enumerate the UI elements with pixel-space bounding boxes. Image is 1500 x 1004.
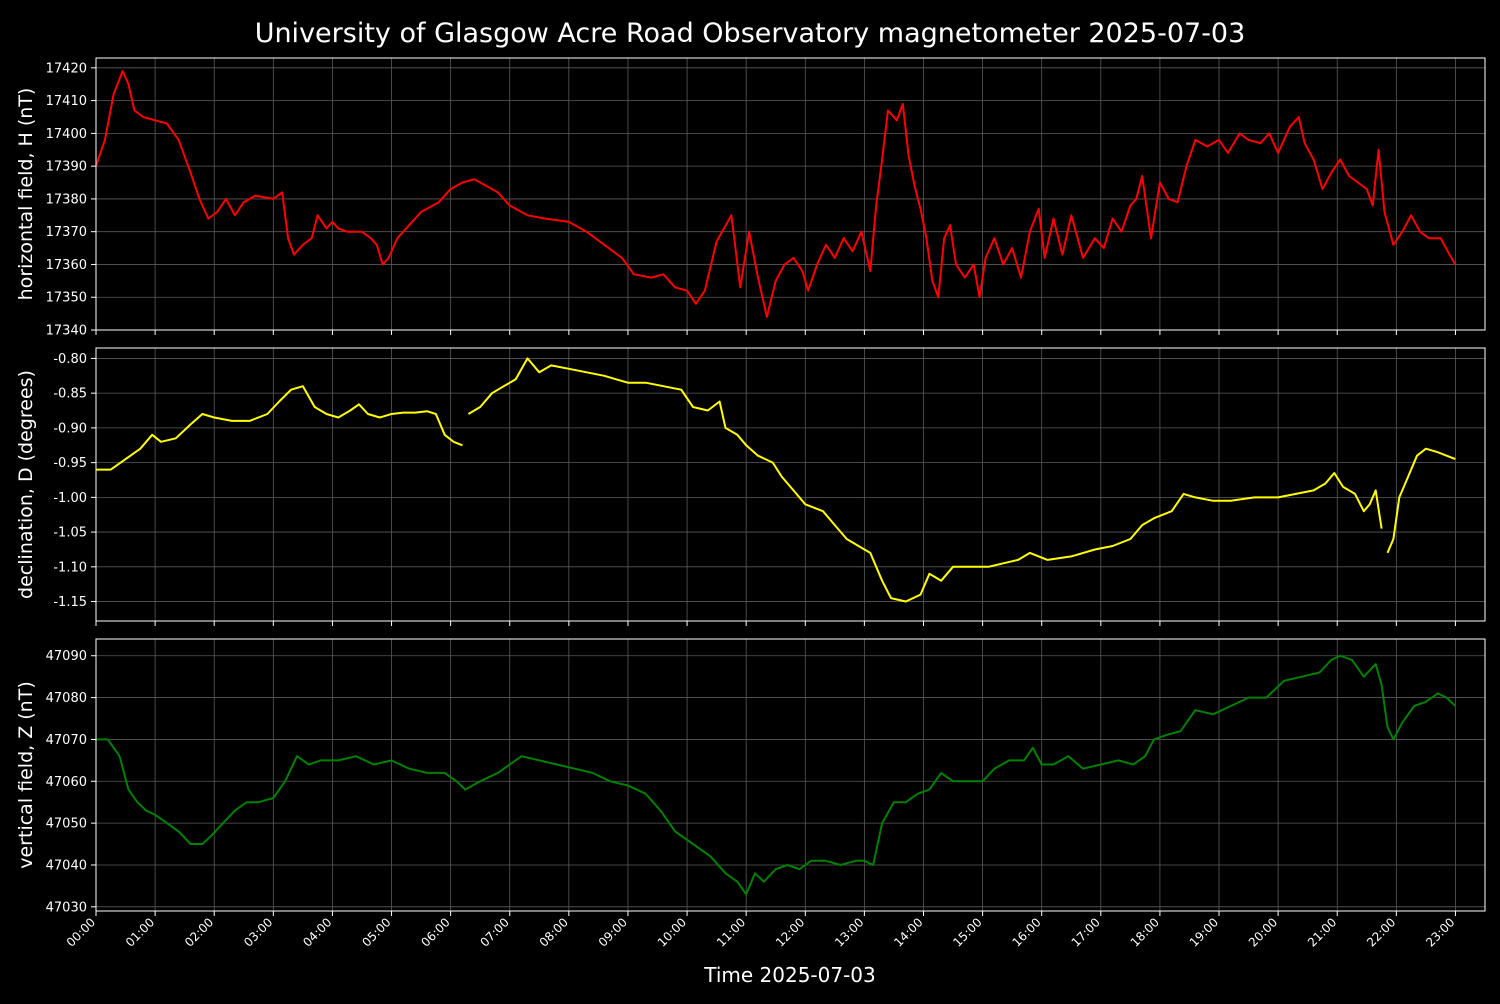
series-line-0-0 — [95, 70, 1457, 318]
y-tick-label: 47080 — [46, 691, 87, 706]
y-tick-label: -1.10 — [53, 560, 87, 575]
panel-frame — [95, 57, 1486, 331]
panel-frame — [95, 347, 1486, 622]
y-tick-label: 47040 — [46, 858, 87, 873]
panel-1: -1.15 -1.10 -1.05 -1.00 -0.95 -0.90 -0.85 -0.80… — [15, 347, 1486, 626]
y-tick-label: 17420 — [46, 61, 87, 76]
y-tick-label: -0.90 — [53, 421, 87, 436]
y-tick-label: 17360 — [46, 258, 87, 273]
series-line-1-0 — [96, 385, 463, 471]
y-tick-label: 17340 — [46, 324, 87, 339]
y-tick-label: 17410 — [46, 94, 87, 109]
panel-frame — [95, 638, 1486, 912]
y-tick-label: -1.00 — [53, 491, 87, 506]
y-axis-label: horizontal field, H (nT) — [15, 88, 37, 301]
y-tick-label: -0.95 — [53, 456, 87, 471]
y-tick-label: 47090 — [46, 649, 87, 664]
series-line-2-0 — [96, 654, 1457, 896]
series-line-1-1 — [467, 357, 1383, 603]
y-tick-label: 47050 — [46, 817, 87, 832]
chart-title: University of Glasgow Acre Road Observat… — [255, 18, 1246, 49]
y-tick-label: 47060 — [46, 775, 87, 790]
y-tick-label: -1.15 — [53, 595, 87, 610]
y-axis-label: declination, D (degrees) — [15, 370, 37, 599]
y-axis-label: vertical field, Z (nT) — [15, 681, 37, 869]
y-tick-label: -0.85 — [53, 387, 87, 402]
x-axis-label: Time 2025-07-03 — [703, 963, 876, 987]
y-tick-label: 47070 — [46, 733, 87, 748]
y-tick-label: 17380 — [46, 192, 87, 207]
series-line-1-2 — [1386, 447, 1456, 554]
y-tick-label: -0.80 — [53, 352, 87, 367]
y-tick-label: 17370 — [46, 225, 87, 240]
panel-0: 17340 17350 17360 17370 17380 17390 17400 17410… — [15, 57, 1486, 339]
y-tick-label: 17400 — [46, 127, 87, 142]
y-tick-label: 17390 — [46, 160, 87, 175]
y-tick-label: -1.05 — [53, 526, 87, 541]
y-tick-label: 47030 — [46, 900, 87, 915]
y-tick-label: 17350 — [46, 291, 87, 306]
